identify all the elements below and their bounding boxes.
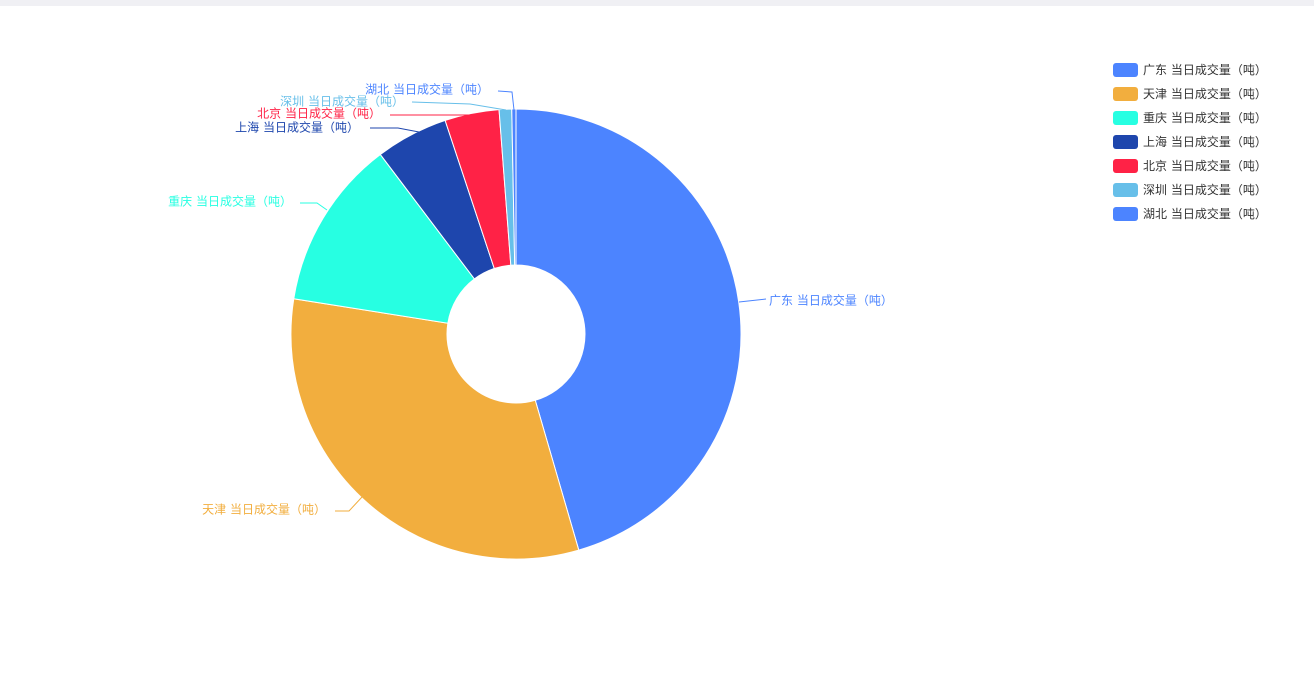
legend-label: 北京 当日成交量（吨） (1143, 159, 1267, 173)
legend-swatch (1113, 87, 1138, 101)
legend-swatch (1113, 135, 1138, 149)
label-leader-line (738, 298, 767, 303)
legend-swatch (1113, 207, 1138, 221)
label-leader-line (300, 202, 328, 211)
label-leader-line (335, 496, 363, 512)
slice-label: 广东 当日成交量（吨） (769, 293, 893, 308)
pie-slice[interactable] (515, 108, 742, 551)
pie-slice[interactable] (290, 298, 580, 560)
slice-label: 深圳 当日成交量（吨） (280, 94, 404, 109)
slice-label: 天津 当日成交量（吨） (202, 502, 326, 517)
legend-label: 深圳 当日成交量（吨） (1143, 183, 1267, 197)
legend-swatch (1113, 63, 1138, 77)
legend-label: 上海 当日成交量（吨） (1143, 135, 1267, 149)
label-leader-line (390, 113, 482, 116)
slice-label: 重庆 当日成交量（吨） (168, 194, 292, 209)
top-strip (0, 0, 1314, 6)
slice-label: 湖北 当日成交量（吨） (365, 82, 489, 97)
slice-label: 北京 当日成交量（吨） (257, 106, 381, 121)
slices-layer (290, 108, 742, 560)
legend-swatch (1113, 183, 1138, 197)
legend-label: 重庆 当日成交量（吨） (1143, 111, 1267, 125)
labels-layer: 广东 当日成交量（吨） 天津 当日成交量（吨） 重庆 当日成交量（吨） 上海 当日成交… (168, 82, 893, 517)
legend-label: 天津 当日成交量（吨） (1143, 87, 1267, 101)
slice-label: 上海 当日成交量（吨） (235, 120, 359, 135)
legend-swatch (1113, 159, 1138, 173)
label-leader-line (497, 90, 515, 111)
legend-label: 广东 当日成交量（吨） (1143, 63, 1267, 77)
pie-slice[interactable] (511, 108, 517, 266)
legend-label: 湖北 当日成交量（吨） (1143, 207, 1267, 221)
legend-swatch (1113, 111, 1138, 125)
pie-slice[interactable] (293, 153, 476, 324)
label-leader-line (370, 127, 420, 133)
label-leader-line (411, 101, 507, 111)
